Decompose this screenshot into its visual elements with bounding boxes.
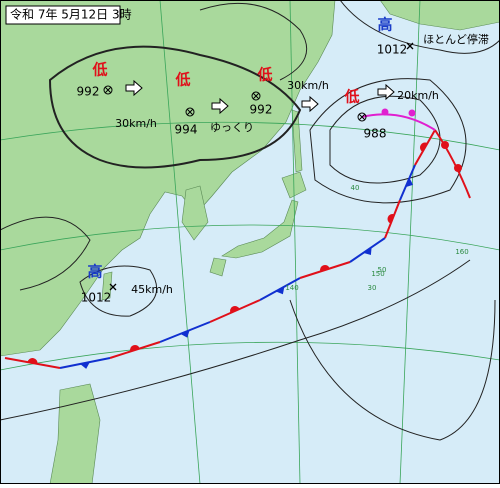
title: 令和 7年 5月12日 3時: [10, 7, 132, 22]
low-symbol: 低: [343, 88, 359, 106]
center-mark: [185, 107, 195, 117]
grid-label: 140: [285, 284, 298, 292]
labels: 令和 7年 5月12日 3時 低 992 30km/h 低 994 ゆっくり 低 992 30k…: [5, 5, 489, 305]
warm-symbol: [420, 142, 428, 152]
pressure: 1012: [81, 291, 112, 305]
warm-symbol: [387, 214, 395, 224]
center-mark: [251, 91, 261, 101]
movement-arrow: [125, 79, 143, 97]
pressure: 1012: [377, 43, 408, 57]
isobar: [289, 299, 496, 441]
high-symbol: 高: [87, 263, 102, 281]
movement: ゆっくり: [210, 121, 254, 134]
isobar: [309, 78, 467, 204]
movement: 30km/h: [115, 117, 157, 130]
sakhalin: [291, 109, 303, 173]
occluded-front: [361, 113, 436, 131]
warm-symbol: [130, 345, 140, 352]
pressure: 994: [175, 123, 198, 137]
lat-line: [0, 341, 500, 371]
low-symbol: 低: [256, 66, 272, 84]
isobar: [199, 2, 308, 81]
movement-arrow: [377, 83, 395, 101]
continent: [0, 0, 336, 357]
center-mark: [103, 85, 113, 95]
movement-arrow: [211, 97, 229, 115]
cold-symbol: [180, 330, 190, 338]
occluded-symbol: [381, 108, 389, 116]
grid-label: 40: [351, 184, 360, 192]
isobars: [0, 0, 500, 441]
high-symbol: 高: [377, 16, 392, 34]
isobar: [329, 95, 441, 184]
cold-symbol: [405, 177, 414, 188]
low-symbol: 低: [174, 71, 190, 89]
movement: 20km/h: [397, 89, 439, 102]
warm-symbol: [320, 265, 330, 272]
center-mark: [252, 92, 260, 100]
warm-front: [434, 129, 471, 199]
lat-line: [0, 224, 500, 251]
occluded-symbol: [408, 109, 416, 117]
honshu: [221, 199, 299, 259]
movement: ほとんど停滞: [423, 32, 489, 46]
lon-line: [289, 0, 301, 485]
movement: 30km/h: [287, 79, 329, 92]
warm-symbol: [441, 141, 449, 149]
movement: 45km/h: [131, 283, 173, 296]
grid-label: 150: [371, 270, 384, 278]
taiwan: [101, 271, 113, 301]
title-box: [5, 5, 121, 25]
isobar: [48, 45, 302, 169]
center-mark: [186, 108, 194, 116]
warm-symbol: [454, 164, 462, 172]
fronts: [4, 108, 471, 369]
center-mark: [109, 283, 117, 291]
isobar: [79, 265, 158, 317]
lon-line: [159, 0, 201, 485]
center-mark: [358, 113, 366, 121]
center-mark: [104, 86, 112, 94]
warm-symbol: [27, 358, 38, 364]
cold-symbol: [275, 286, 285, 295]
isobar: [0, 216, 91, 291]
grid-label: 30: [368, 284, 377, 292]
center-mark: [357, 112, 367, 122]
lon-line: [399, 0, 421, 485]
cold-symbol: [363, 247, 372, 255]
pressure: 992: [77, 85, 100, 99]
grid-label: 160: [455, 248, 468, 256]
pressure: 988: [364, 127, 387, 141]
kyushu: [209, 257, 227, 277]
grid-label: 50: [378, 266, 387, 274]
northeast-land: [379, 0, 500, 31]
cold-symbol: [80, 362, 90, 369]
low-symbol: 低: [91, 61, 107, 79]
warm-symbol: [230, 306, 240, 314]
isobar: [339, 0, 500, 54]
isobar: [0, 259, 471, 421]
pressure: 992: [250, 103, 273, 117]
movement-arrow: [301, 95, 319, 113]
center-mark: [406, 42, 414, 50]
